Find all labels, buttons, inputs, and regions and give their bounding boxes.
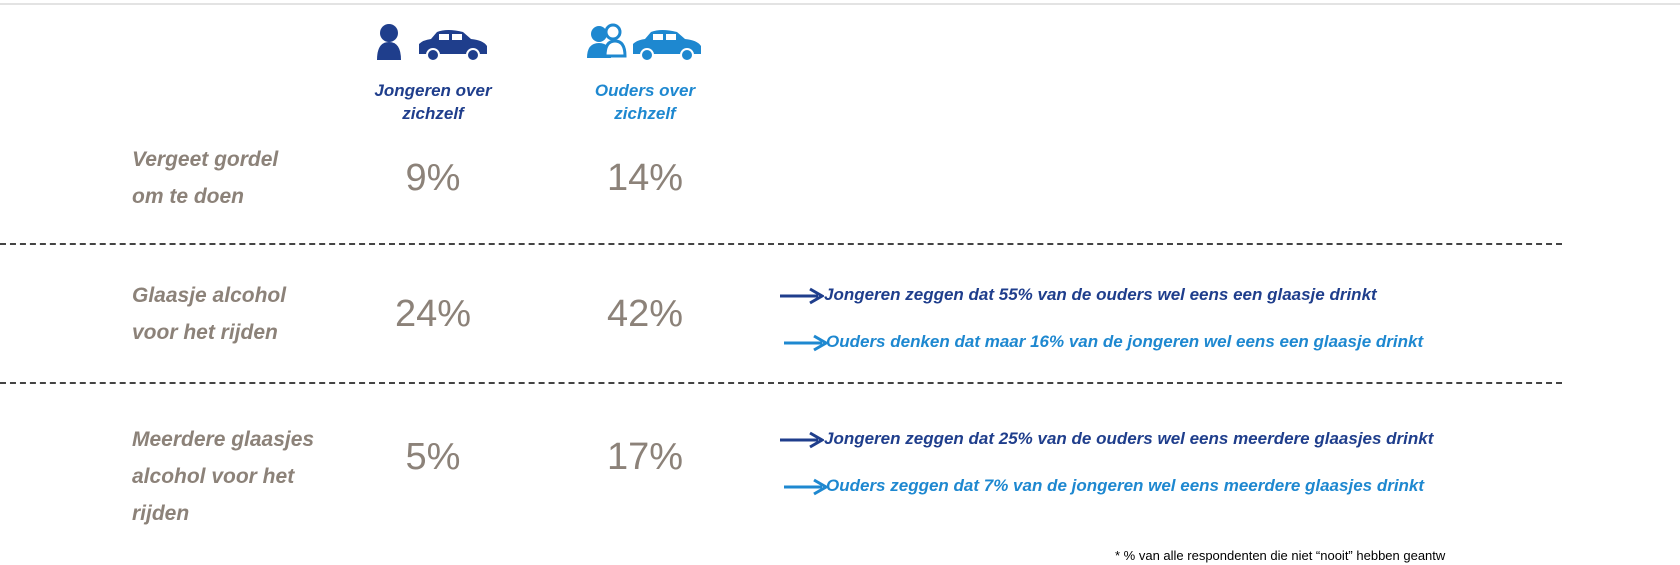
row-label: rijden [132,502,190,525]
footnote: * % van alle respondenten die niet “nooi… [1115,548,1446,563]
value: 9% [405,157,461,199]
note: Jongeren zeggen dat 25% van de ouders we… [824,429,1434,448]
column-header: zichzelf [402,104,464,123]
arrow [780,287,824,305]
divider [0,382,1562,384]
note: Ouders denken dat maar 16% van de jonger… [826,332,1424,351]
arrow [780,431,824,449]
row-label: alcohol voor het [132,465,295,488]
arrow [784,478,828,496]
youth-icons [377,24,487,62]
note: Jongeren zeggen dat 55% van de ouders we… [824,285,1377,304]
value: 24% [394,293,472,335]
column-header: zichzelf [614,104,676,123]
value: 42% [606,293,684,335]
parents-icons [587,23,701,62]
column-header: Ouders over [594,81,696,100]
top-border [0,3,1680,5]
value: 14% [606,157,684,199]
column-header: Jongeren over [374,81,492,100]
row-label: Vergeet gordel [132,148,279,171]
value: 17% [606,436,684,478]
row-label: voor het rijden [132,321,278,344]
arrow [784,334,828,352]
row-label: om te doen [132,185,245,208]
divider [0,243,1562,245]
row-label: Meerdere glaasjes [132,428,315,451]
note: Ouders zeggen dat 7% van de jongeren wel… [826,476,1425,495]
value: 5% [405,436,461,478]
row-label: Glaasje alcohol [132,284,287,307]
